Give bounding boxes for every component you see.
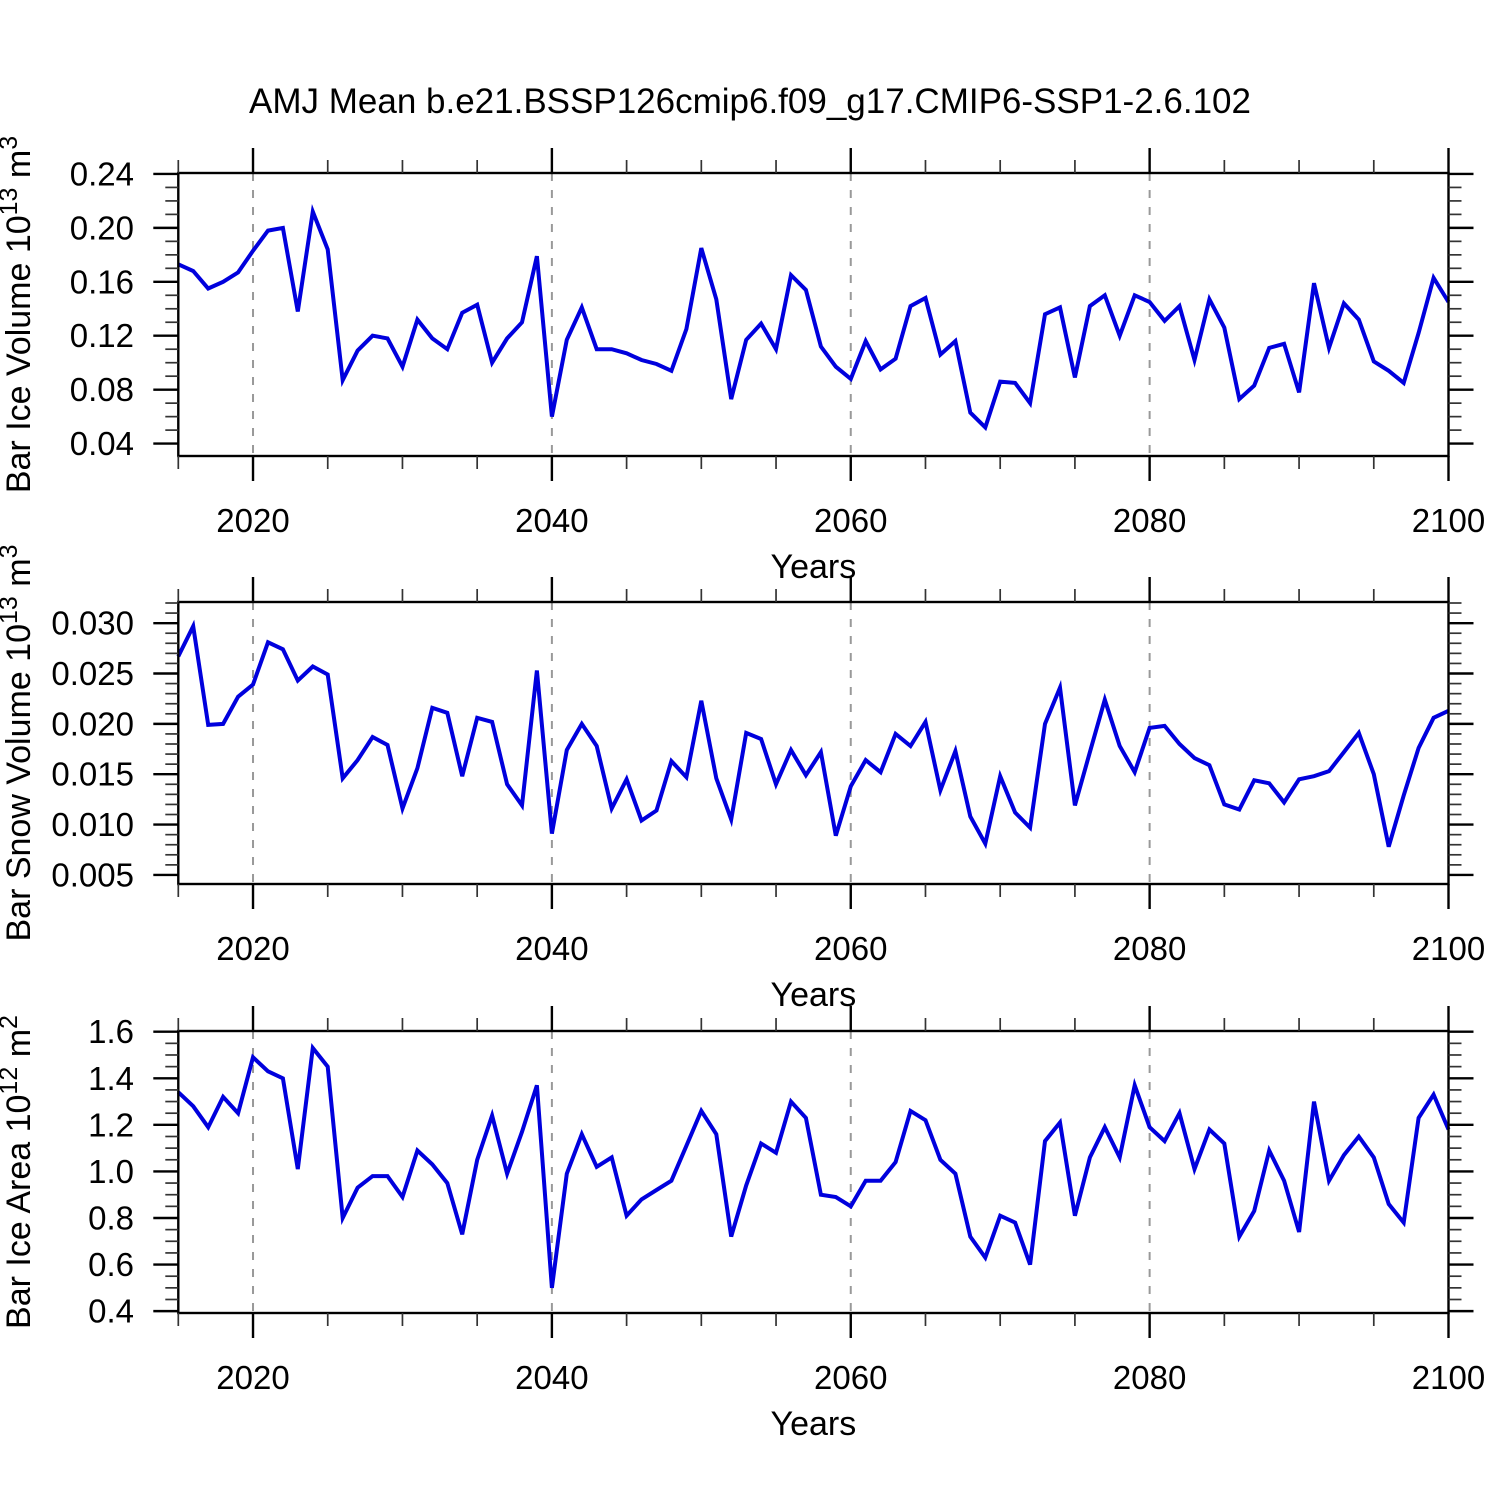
y-axis-title: Bar Ice Area 1012 m2 [0,1015,38,1329]
y-tick-label: 0.24 [70,155,134,192]
y-tick-label: 0.010 [51,806,134,843]
y-axis-title: Bar Snow Volume 1013 m3 [0,544,38,941]
x-tick-label: 2060 [814,502,887,539]
data-line-bar-ice-volume [177,204,1451,432]
y-tick-label: 0.12 [70,317,134,354]
data-line-bar-snow-volume [176,619,1450,850]
x-tick-label: 2080 [1113,930,1186,967]
x-axis-title: Years [771,976,857,1014]
x-axis-title: Years [771,1405,857,1443]
x-tick-label: 2100 [1412,502,1485,539]
x-tick-label: 2040 [515,1359,588,1396]
x-axis-title: Years [771,548,857,586]
y-tick-label: 0.20 [70,209,134,246]
y-tick-label: 1.0 [88,1153,134,1190]
x-tick-label: 2040 [515,930,588,967]
x-tick-label: 2060 [814,930,887,967]
ticks [153,148,1474,481]
axis-box [177,171,1450,458]
data-line-bar-ice-area [176,1043,1451,1289]
x-tick-label: 2100 [1412,1359,1485,1396]
subplot-bar-ice-volume: 0.04 0.08 0.12 0.16 0.20 0.24 2020 2040 2060 2080… [0,136,1485,586]
y-tick-label: 0.08 [70,371,134,408]
y-tick-label: 0.8 [88,1199,134,1236]
x-tick-label: 2080 [1113,1359,1186,1396]
x-tick-label: 2100 [1412,930,1485,967]
y-tick-label: 0.16 [70,263,134,300]
x-tick-label: 2080 [1113,502,1186,539]
y-tick-label: 1.6 [88,1013,134,1050]
axis-box [177,1029,1450,1315]
y-axis-title: Bar Ice Volume 1013 m3 [0,136,38,493]
ticks [153,577,1474,909]
y-tick-label: 0.04 [70,425,134,462]
ticks [153,1006,1474,1338]
y-tick-label: 0.6 [88,1246,134,1283]
x-tick-label: 2020 [216,1359,289,1396]
y-tick-label: 1.2 [88,1106,134,1143]
y-tick-label: 0.025 [51,655,134,692]
x-tick-label: 2060 [814,1359,887,1396]
chart-title: AMJ Mean b.e21.BSSP126cmip6.f09_g17.CMIP… [249,82,1251,121]
y-tick-label: 0.005 [51,856,134,893]
y-tick-label: 0.020 [51,705,134,742]
x-tick-label: 2020 [216,930,289,967]
x-tick-label: 2020 [216,502,289,539]
subplot-bar-snow-volume: 0.005 0.010 0.015 0.020 0.025 0.030 2020 2040 20… [0,544,1485,1014]
y-tick-label: 0.4 [88,1293,134,1330]
y-tick-label: 0.015 [51,756,134,793]
y-tick-label: 0.030 [51,605,134,642]
x-tick-label: 2040 [515,502,588,539]
subplot-bar-ice-area: 0.4 0.6 0.8 1.0 1.2 1.4 1.6 2020 2040 2060 2080 210… [0,1006,1485,1443]
y-tick-label: 1.4 [88,1060,134,1097]
axis-box [177,600,1450,886]
